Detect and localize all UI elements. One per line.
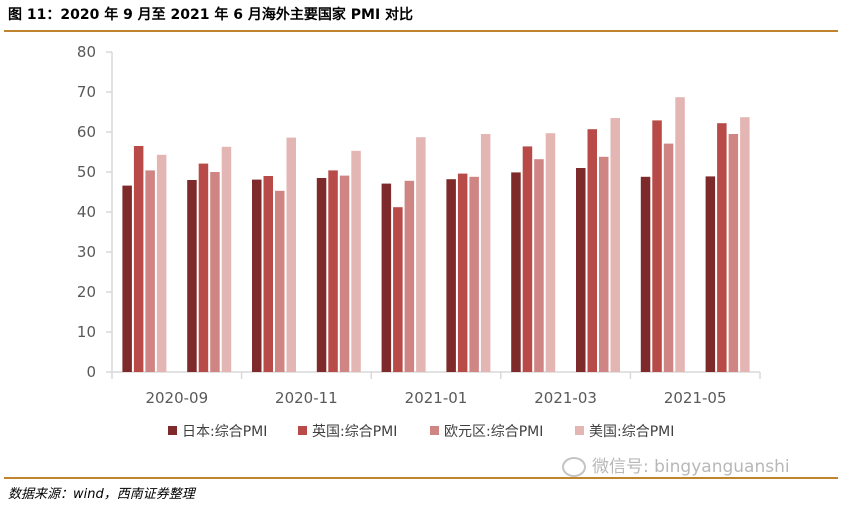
bar-1-2020-09 [122, 185, 132, 372]
bar-4-2021-06 [740, 117, 750, 372]
x-tick-label: 2021-05 [664, 389, 727, 407]
bar-4-2020-10 [221, 146, 232, 372]
legend-label-4: 美国:综合PMI [589, 424, 674, 440]
bar-2-2021-03 [522, 146, 533, 372]
legend-swatch-2 [298, 426, 307, 435]
bar-4-2020-11 [286, 137, 296, 372]
wechat-icon [562, 457, 586, 477]
figure-title: 图 11：2020 年 9 月至 2021 年 6 月海外主要国家 PMI 对比 [8, 7, 414, 23]
x-tick-label: 2021-01 [405, 389, 468, 407]
bar-3-2020-09 [145, 170, 155, 372]
bar-2-2021-04 [587, 129, 597, 372]
y-tick-label: 10 [77, 323, 96, 341]
bar-3-2020-11 [275, 190, 285, 372]
bar-1-2021-02 [446, 179, 456, 372]
legend-swatch-4 [575, 426, 584, 435]
legend-label-2: 英国:综合PMI [312, 423, 397, 440]
bar-2-2021-05 [652, 120, 662, 373]
top-rule [4, 30, 838, 32]
y-tick-label: 20 [77, 283, 96, 301]
bar-2-2020-11 [263, 176, 273, 372]
bar-2-2020-10 [198, 163, 209, 372]
bar-1-2020-12 [316, 178, 327, 372]
y-tick-label: 70 [77, 83, 96, 101]
x-tick-label: 2020-11 [275, 389, 338, 407]
bar-2-2020-12 [328, 170, 338, 372]
x-tick-label: 2021-03 [534, 389, 597, 407]
legend-swatch-3 [430, 426, 439, 435]
bar-4-2021-03 [545, 133, 556, 372]
y-tick-label: 80 [77, 43, 96, 61]
y-tick-label: 40 [77, 203, 96, 221]
y-tick-label: 30 [77, 243, 96, 261]
bar-1-2021-05 [640, 176, 651, 372]
bar-1-2021-03 [511, 172, 521, 372]
bar-3-2021-06 [728, 134, 739, 372]
bar-3-2021-01 [404, 180, 415, 372]
bar-1-2021-04 [576, 168, 586, 372]
bar-3-2021-03 [534, 159, 544, 372]
bottom-rule [4, 477, 838, 479]
bar-4-2020-12 [351, 150, 361, 372]
y-tick-label: 50 [77, 163, 96, 181]
bar-4-2021-01 [416, 137, 426, 372]
legend-label-1: 日本:综合PMI [182, 424, 267, 440]
bar-3-2020-10 [210, 172, 220, 372]
legend-label-3: 欧元区:综合PMI [444, 424, 543, 440]
source-note: 数据来源：wind，西南证券整理 [8, 487, 195, 502]
bar-1-2021-01 [381, 183, 392, 372]
bar-1-2020-11 [252, 179, 262, 372]
bar-2-2020-09 [133, 146, 144, 372]
bar-1-2021-06 [705, 176, 716, 372]
bar-4-2021-05 [675, 97, 685, 372]
bar-4-2021-02 [480, 134, 491, 372]
bar-2-2021-01 [393, 207, 403, 372]
bar-3-2021-05 [663, 143, 674, 372]
watermark-text: 微信号: bingyanguanshi [592, 457, 790, 477]
bar-4-2020-09 [156, 154, 167, 372]
bar-3-2021-02 [469, 176, 479, 372]
y-tick-label: 60 [77, 123, 96, 141]
bar-2-2021-02 [457, 173, 468, 372]
legend-swatch-1 [168, 426, 177, 435]
bar-3-2020-12 [339, 175, 350, 372]
bar-1-2020-10 [187, 180, 197, 372]
bar-4-2021-04 [610, 118, 620, 372]
bar-2-2021-06 [717, 123, 727, 372]
x-tick-label: 2020-09 [145, 389, 208, 407]
bar-3-2021-04 [599, 156, 609, 372]
watermark: 微信号: bingyanguanshi [562, 452, 790, 477]
y-tick-label: 0 [86, 363, 96, 381]
